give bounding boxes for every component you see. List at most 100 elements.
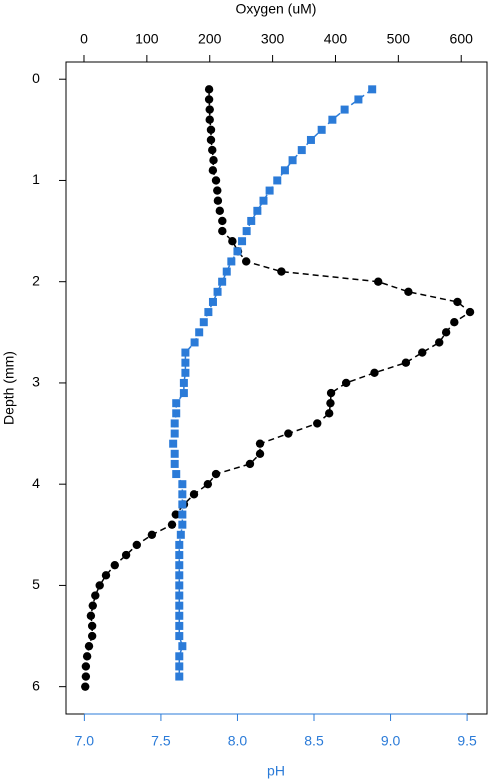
data-point: [147, 530, 157, 540]
data-point: [208, 145, 217, 155]
x-axis-label: pH: [267, 763, 285, 779]
data-point: [132, 540, 141, 550]
data-point: [172, 470, 181, 479]
data-point: [453, 297, 462, 307]
data-point: [228, 236, 237, 246]
y-tick-label: 2: [32, 272, 40, 288]
data-point: [238, 237, 247, 246]
data-point: [169, 439, 178, 448]
data-point: [86, 611, 96, 620]
data-point: [175, 540, 184, 549]
data-point: [199, 318, 208, 327]
data-point: [222, 267, 231, 276]
data-point: [178, 490, 187, 499]
data-point: [259, 196, 268, 205]
data-point: [87, 631, 97, 641]
data-point: [374, 277, 383, 286]
data-point: [213, 186, 222, 195]
data-point: [211, 469, 221, 479]
data-point: [418, 348, 427, 357]
y-tick-label: 3: [32, 374, 40, 390]
data-point: [242, 227, 251, 236]
y-tick-label: 5: [32, 576, 40, 592]
data-point: [441, 328, 451, 337]
data-point: [284, 429, 293, 438]
data-point: [175, 611, 184, 620]
data-point: [245, 459, 255, 469]
data-point: [213, 287, 222, 296]
x2-tick-label: 0: [80, 31, 88, 47]
data-point: [241, 257, 251, 266]
data-point: [87, 621, 97, 631]
x2-tick-label: 100: [135, 31, 159, 47]
data-point: [178, 510, 187, 519]
x2-tick-label: 600: [450, 31, 474, 47]
data-point: [277, 267, 286, 276]
x2-axis-label: Oxygen (uM): [236, 1, 317, 17]
x2-tick-label: 500: [387, 31, 411, 47]
data-point: [328, 115, 337, 124]
x2-tick-label: 200: [198, 31, 222, 47]
data-point: [280, 166, 289, 175]
data-point: [313, 419, 322, 428]
data-point: [175, 652, 184, 661]
data-point: [255, 449, 265, 459]
data-point: [175, 591, 184, 600]
data-point: [175, 561, 184, 570]
x-tick-label: 8.0: [228, 733, 248, 749]
data-point: [101, 571, 111, 580]
data-point: [218, 277, 227, 286]
data-point: [172, 399, 181, 408]
data-point: [170, 419, 179, 428]
data-point: [84, 641, 94, 651]
data-point: [175, 662, 184, 671]
data-point: [176, 530, 185, 539]
data-point: [170, 429, 179, 438]
data-point: [205, 115, 214, 124]
data-point: [81, 682, 90, 691]
data-point: [206, 125, 216, 135]
data-point: [181, 368, 190, 377]
data-point: [175, 601, 184, 610]
y-tick-label: 6: [32, 677, 40, 693]
data-point: [205, 105, 214, 114]
data-point: [175, 672, 184, 681]
data-point: [297, 146, 306, 155]
data-point: [218, 216, 227, 226]
data-point: [206, 135, 216, 145]
data-point: [208, 297, 217, 306]
data-point: [288, 156, 297, 165]
data-point: [265, 186, 274, 195]
data-point: [179, 389, 188, 398]
x-tick-label: 7.0: [75, 733, 95, 749]
y-tick-label: 4: [32, 475, 40, 491]
data-point: [215, 206, 224, 216]
data-point: [247, 216, 256, 225]
data-point: [273, 176, 282, 185]
x-tick-label: 8.5: [304, 733, 324, 749]
data-point: [203, 479, 213, 489]
x-tick-label: 9.5: [457, 733, 477, 749]
data-point: [195, 328, 204, 337]
data-point: [341, 378, 351, 388]
data-point: [175, 551, 184, 560]
data-point: [170, 459, 179, 468]
data-point: [465, 307, 475, 317]
data-point: [227, 257, 236, 266]
data-point: [218, 226, 227, 236]
data-point: [401, 358, 411, 367]
data-point: [404, 287, 413, 297]
data-point: [82, 652, 92, 661]
data-point: [190, 338, 199, 347]
data-point: [368, 85, 377, 94]
plot-frame: [65, 61, 488, 715]
data-point: [324, 409, 334, 418]
data-point: [178, 520, 187, 529]
data-point: [370, 368, 379, 378]
data-point: [253, 206, 262, 215]
data-point: [435, 338, 444, 347]
data-point: [306, 135, 315, 144]
data-point: [91, 591, 100, 600]
